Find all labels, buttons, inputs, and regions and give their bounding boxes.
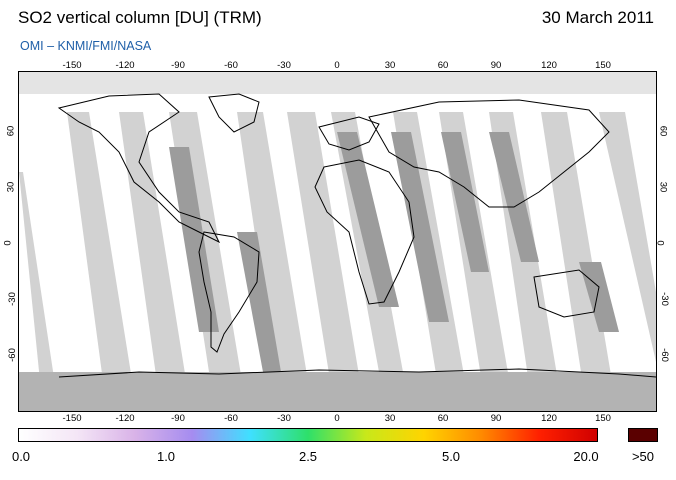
lon-tick-bottom: -90 [171, 413, 185, 424]
lon-tick-top: -60 [224, 60, 238, 71]
lat-tick-right: 30 [657, 181, 669, 193]
map-title: SO2 vertical column [DU] (TRM) [18, 8, 262, 27]
lon-tick-bottom: -60 [224, 413, 238, 424]
greenland-outline [208, 93, 260, 133]
lat-tick-right: 60 [657, 125, 669, 137]
colorbar [18, 428, 598, 442]
lon-tick-bottom: -30 [277, 413, 291, 424]
north-america-outline [57, 93, 221, 244]
lon-tick-bottom: 0 [334, 413, 340, 424]
lon-tick-top: 30 [384, 60, 396, 71]
colorbar-label: 2.5 [298, 449, 318, 464]
europe-outline [318, 116, 380, 151]
lon-tick-bottom: 60 [437, 413, 449, 424]
asia-outline [368, 99, 610, 208]
lon-tick-top: -150 [62, 60, 82, 71]
colorbar-label: 1.0 [156, 449, 176, 464]
orbit-swaths-dark [169, 132, 619, 372]
lon-tick-bottom: 30 [384, 413, 396, 424]
lon-tick-bottom: -150 [62, 413, 82, 424]
lat-tick-right: -60 [658, 348, 670, 362]
lon-tick-bottom: 150 [595, 413, 611, 424]
lat-tick-left: 0 [2, 240, 14, 246]
colorbar-label: 20.0 [573, 449, 599, 464]
lon-tick-top: -120 [115, 60, 135, 71]
lat-tick-right: 0 [654, 240, 666, 246]
map-canvas [19, 72, 656, 411]
lat-tick-left: 60 [5, 125, 17, 137]
arctic-band [19, 72, 656, 94]
data-credit: OMI – KNMI/FMI/NASA [20, 39, 152, 53]
lon-tick-top: 60 [437, 60, 449, 71]
south-america-outline [198, 231, 260, 353]
map-date: 30 March 2011 [541, 8, 654, 27]
world-map [18, 71, 657, 412]
lat-tick-right: -30 [658, 292, 670, 306]
colorbar-overflow-label: >50 [631, 449, 655, 464]
lon-tick-bottom: -120 [115, 413, 135, 424]
lat-tick-left: 30 [5, 181, 17, 193]
lat-tick-left: -60 [6, 348, 18, 362]
colorbar-overflow-swatch [628, 428, 658, 442]
coastlines [57, 93, 656, 378]
colorbar-label: 0.0 [11, 449, 31, 464]
antarctic-band [19, 372, 656, 411]
colorbar-label: 5.0 [441, 449, 461, 464]
lon-tick-top: -90 [171, 60, 185, 71]
lon-tick-top: 120 [541, 60, 557, 71]
orbit-swaths [19, 112, 656, 411]
lat-tick-left: -30 [6, 292, 18, 306]
lon-tick-top: 150 [595, 60, 611, 71]
lon-tick-top: -30 [277, 60, 291, 71]
australia-outline [533, 269, 600, 318]
africa-outline [314, 159, 415, 305]
lon-tick-bottom: 120 [541, 413, 557, 424]
antarctica-outline [58, 368, 656, 378]
lon-tick-top: 90 [490, 60, 502, 71]
lon-tick-top: 0 [334, 60, 340, 71]
lon-tick-bottom: 90 [490, 413, 502, 424]
